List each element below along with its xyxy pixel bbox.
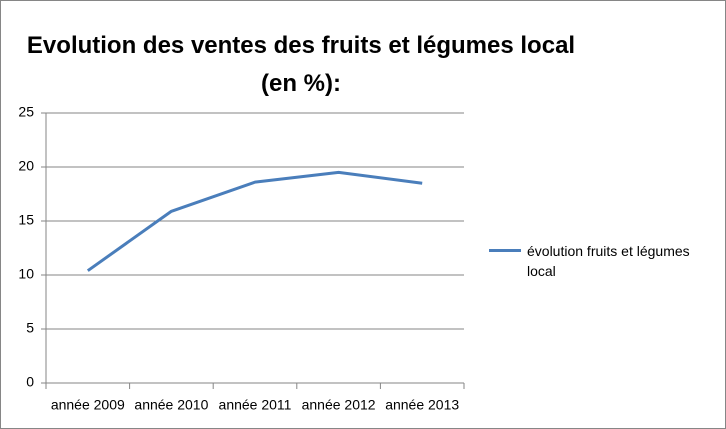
chart-title: Evolution des ventes des fruits et légum… [26, 32, 576, 97]
y-tick-label: 15 [18, 212, 34, 228]
x-tick-label: année 2012 [302, 397, 376, 413]
y-tick-label: 20 [18, 158, 34, 174]
legend: évolution fruits et légumes local [489, 241, 717, 281]
legend-label: évolution fruits et légumes local [527, 243, 690, 279]
y-tick-label: 10 [18, 266, 34, 282]
x-tick-label: année 2010 [134, 397, 208, 413]
y-tick-label: 25 [18, 104, 34, 120]
y-tick-label: 0 [26, 374, 34, 390]
y-tick-label: 5 [26, 320, 34, 336]
x-tick-label: année 2011 [219, 397, 292, 413]
x-tick-label: année 2009 [51, 397, 125, 413]
x-tick-label: année 2013 [385, 397, 459, 413]
legend-swatch [489, 249, 521, 252]
series-line [86, 170, 423, 272]
